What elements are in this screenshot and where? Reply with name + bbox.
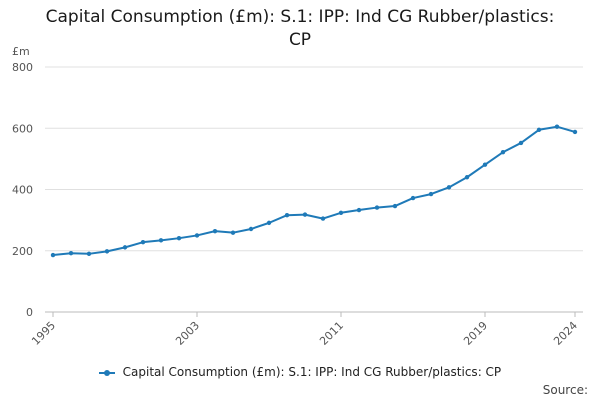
chart-title-line-1: Capital Consumption (£m): S.1: IPP: Ind … <box>45 7 555 27</box>
data-point-2018[interactable] <box>464 175 470 180</box>
data-point-2020[interactable] <box>500 149 506 155</box>
data-point-1999[interactable] <box>122 245 128 250</box>
data-point-2010[interactable] <box>320 216 326 221</box>
data-point-2021[interactable] <box>518 140 524 146</box>
data-point-2024[interactable] <box>572 129 578 135</box>
y-tick-label-800: 800 <box>12 61 33 74</box>
data-point-2019[interactable] <box>482 162 488 167</box>
data-point-2022[interactable] <box>536 127 542 132</box>
data-point-2012[interactable] <box>356 207 362 213</box>
grid-lines <box>45 66 583 252</box>
data-point-2015[interactable] <box>410 195 416 201</box>
series-line-0 <box>52 125 576 257</box>
y-axis-unit-label: £m <box>12 45 30 58</box>
data-point-2001[interactable] <box>158 238 164 243</box>
y-tick-label-600: 600 <box>12 122 33 135</box>
x-axis-tick-labels: 1995 2003 2011 2019 2024 <box>29 319 580 348</box>
chart-title-line-2: CP <box>288 30 312 50</box>
y-axis-tick-labels: 0 200 400 600 800 <box>12 61 33 319</box>
data-point-2003[interactable] <box>194 233 200 238</box>
data-point-1996[interactable] <box>68 251 74 256</box>
data-point-1995[interactable] <box>50 252 56 258</box>
chart-title: Capital Consumption (£m): S.1: IPP: Ind … <box>0 6 600 52</box>
data-point-2006[interactable] <box>248 226 254 232</box>
data-point-2000[interactable] <box>140 239 146 245</box>
source-label: Source: <box>542 383 588 397</box>
x-tick-label-1995: 1995 <box>29 319 58 348</box>
legend-label: Capital Consumption (£m): S.1: IPP: Ind … <box>122 365 502 379</box>
data-point-2016[interactable] <box>428 191 434 197</box>
data-point-2008[interactable] <box>284 213 290 218</box>
data-point-2011[interactable] <box>338 210 344 215</box>
legend[interactable]: Capital Consumption (£m): S.1: IPP: Ind … <box>0 365 600 379</box>
data-point-2002[interactable] <box>176 235 182 241</box>
data-point-2007[interactable] <box>266 220 272 226</box>
data-point-2014[interactable] <box>392 203 398 209</box>
x-tick-label-2019: 2019 <box>461 319 490 348</box>
x-tick-label-2011: 2011 <box>317 319 346 348</box>
y-tick-label-200: 200 <box>12 245 33 258</box>
data-point-2013[interactable] <box>374 205 380 210</box>
legend-swatch-icon <box>98 368 115 378</box>
data-point-2023[interactable] <box>554 124 560 129</box>
x-tick-label-2003: 2003 <box>173 319 202 348</box>
data-point-1998[interactable] <box>104 249 110 254</box>
data-point-2004[interactable] <box>212 228 218 234</box>
series-layer <box>50 124 578 258</box>
data-point-2009[interactable] <box>302 212 308 217</box>
data-point-1997[interactable] <box>86 251 92 257</box>
axes <box>45 311 583 317</box>
y-tick-label-400: 400 <box>12 184 33 197</box>
data-point-2005[interactable] <box>230 230 236 235</box>
y-tick-label-0: 0 <box>26 306 33 319</box>
x-tick-label-2024: 2024 <box>551 319 580 348</box>
data-point-2017[interactable] <box>446 185 452 190</box>
